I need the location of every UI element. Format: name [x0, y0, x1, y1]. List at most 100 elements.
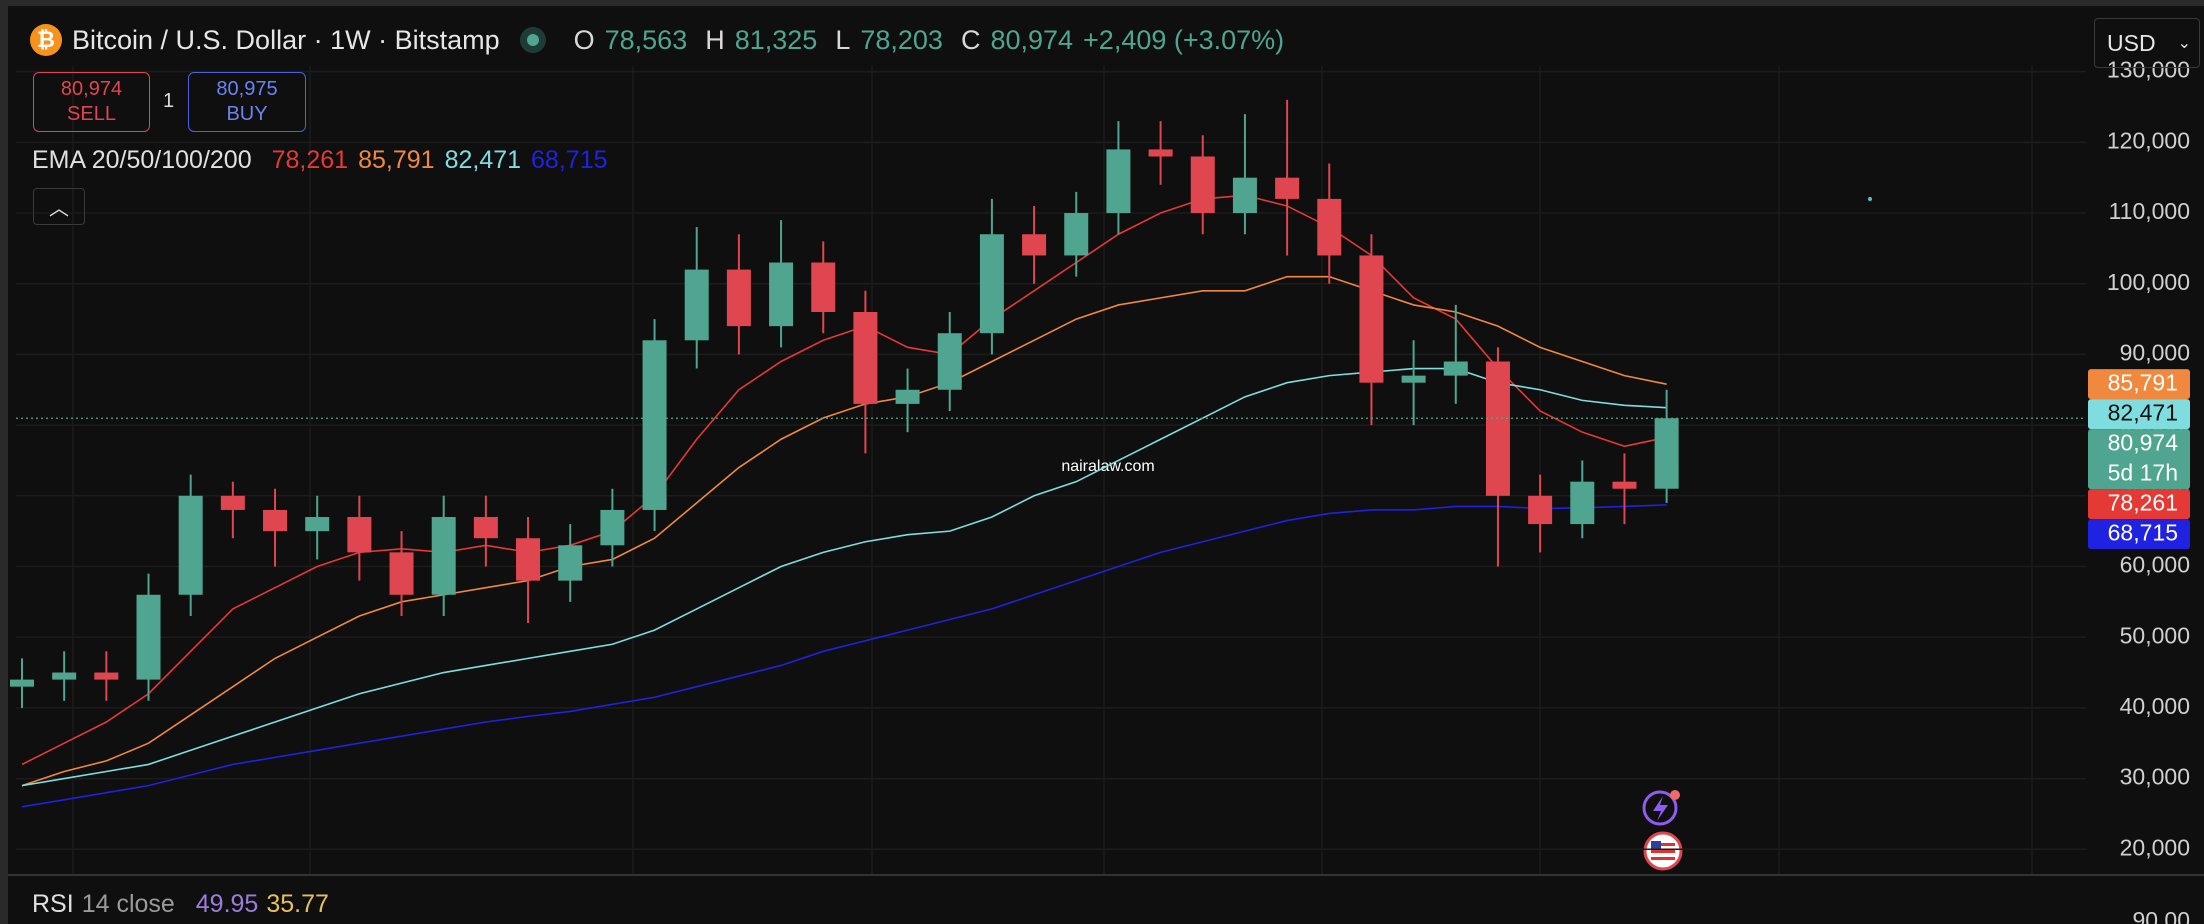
price-tag-label: 68,715	[2108, 519, 2178, 545]
sell-price: 80,974	[60, 78, 123, 100]
buy-label: BUY	[226, 103, 268, 125]
ema-line	[21, 367, 1667, 787]
candle-body	[769, 262, 794, 327]
candle-body	[52, 672, 77, 680]
chart: nairalaw.com 130,000120,000110,000100,00…	[8, 57, 2204, 876]
candle-body	[178, 495, 203, 595]
coin-icon: ₿	[30, 24, 62, 56]
buy-price: 80,975	[216, 78, 278, 100]
candle-body	[937, 333, 962, 390]
ema-legend: EMA 20/50/100/200 78,261 85,791 82,471 68,71…	[32, 146, 608, 175]
quantity: 1	[163, 90, 175, 112]
ohlc-value: 78,563	[604, 24, 688, 55]
flag-canton	[1651, 841, 1661, 850]
indicator-name: EMA 20/50/100/200	[32, 146, 252, 174]
ema-value: 68,715	[531, 146, 608, 174]
market-status	[519, 27, 546, 53]
buy-button[interactable]: 80,975 BUY	[188, 72, 306, 132]
candle-body	[1570, 481, 1595, 525]
y-tick-label: 100,000	[2107, 269, 2190, 295]
candle-body	[431, 517, 456, 595]
price-tag-label: 80,974	[2108, 429, 2179, 455]
candle-body	[305, 517, 330, 532]
countdown: 5d 17h	[2108, 459, 2178, 485]
y-tick-label: 60,000	[2120, 552, 2190, 578]
candle-body	[600, 509, 625, 546]
price-tag-bg	[2088, 429, 2190, 490]
candle-body	[979, 234, 1004, 334]
icon-ring	[1642, 790, 1678, 826]
candle-body	[10, 679, 34, 687]
ema-value: 78,261	[271, 146, 349, 174]
price-tag: 80,974 5d 17h	[2088, 429, 2190, 490]
candle-body	[1275, 177, 1300, 199]
price-tag: 78,261	[2088, 489, 2190, 520]
candle-body	[1106, 149, 1131, 214]
symbol-title: Bitcoin / U.S. Dollar · 1W · Bitstamp	[72, 24, 500, 55]
sell-label: SELL	[67, 103, 116, 125]
candle-body	[136, 594, 161, 680]
price-tag: 68,715	[2088, 519, 2190, 550]
candle-body	[642, 340, 667, 510]
y-tick-label: 30,000	[2120, 764, 2190, 790]
ohlc-value: 78,203	[860, 24, 943, 55]
y-tick-label: 110,000	[2109, 198, 2190, 224]
price-tag-label: 85,791	[2108, 369, 2178, 395]
icon-bolt	[1653, 796, 1668, 821]
flag-stripe	[1651, 843, 1675, 846]
collapse-button[interactable]: ︿	[33, 188, 85, 225]
ohlc-value: 80,974	[990, 24, 1074, 55]
candle-body	[558, 545, 583, 581]
candle-body	[1232, 177, 1257, 214]
price-tag-label: 78,261	[2108, 489, 2178, 515]
change: +2,409 (+3.07%)	[1083, 24, 1285, 55]
ema-values: 78,261 85,791 82,471 68,715	[262, 146, 608, 174]
flag-stripe	[1651, 850, 1675, 853]
ohlc-key: L	[835, 24, 851, 55]
price-tag: 82,471	[2088, 399, 2190, 430]
flag-icon	[1643, 831, 1683, 871]
candle-body	[811, 262, 836, 313]
candle-body	[1022, 234, 1047, 256]
candle-body	[347, 517, 372, 553]
rsi-value: 35.77	[266, 890, 329, 918]
candle-body	[516, 538, 541, 581]
ohlc-key: O	[573, 24, 595, 55]
y-tick-label: 90,000	[2120, 339, 2190, 365]
y-tick-label: 40,000	[2120, 693, 2190, 719]
ema-value: 85,791	[358, 146, 435, 174]
candle-body	[1443, 361, 1468, 376]
price-tag-bg	[2088, 369, 2190, 400]
ema-line	[21, 504, 1667, 808]
candle-body	[389, 552, 414, 595]
candle-body	[1064, 213, 1089, 256]
candle-body	[220, 495, 245, 510]
marker-dot	[1868, 197, 1872, 201]
candle-body	[1528, 495, 1553, 525]
price-tag-bg	[2088, 519, 2190, 550]
flag-stripe	[1651, 857, 1675, 860]
ohlc-key: H	[705, 24, 725, 55]
candle-body	[1654, 418, 1679, 489]
vertical-grid	[72, 66, 2033, 874]
price-tag-label: 82,471	[2108, 399, 2178, 425]
rsi-params: 14 close	[81, 890, 175, 918]
sell-button[interactable]: 80,974 SELL	[33, 72, 150, 132]
rsi-legend: RSI 14 close 49.95 35.77	[32, 890, 329, 919]
ema-line	[21, 275, 1667, 787]
candle-body	[1401, 375, 1426, 383]
currency-select[interactable]: USD ⌄	[2094, 18, 2200, 68]
candle-body	[726, 269, 751, 327]
rsi-name: RSI	[32, 890, 74, 918]
candle-body	[895, 389, 920, 404]
rsi-value: 49.95	[195, 890, 259, 918]
candle-body	[1612, 481, 1637, 489]
lightning-icon	[1642, 790, 1680, 826]
candle-body	[1359, 255, 1384, 383]
ohlc-value: 81,325	[734, 24, 818, 55]
symbol-header: ₿ Bitcoin / U.S. Dollar · 1W · Bitstamp …	[30, 24, 1284, 56]
y-tick-label: 130,000	[2107, 57, 2190, 83]
y-tick-label: 20,000	[2120, 834, 2190, 860]
y-tick-label: 50,000	[2120, 622, 2190, 648]
